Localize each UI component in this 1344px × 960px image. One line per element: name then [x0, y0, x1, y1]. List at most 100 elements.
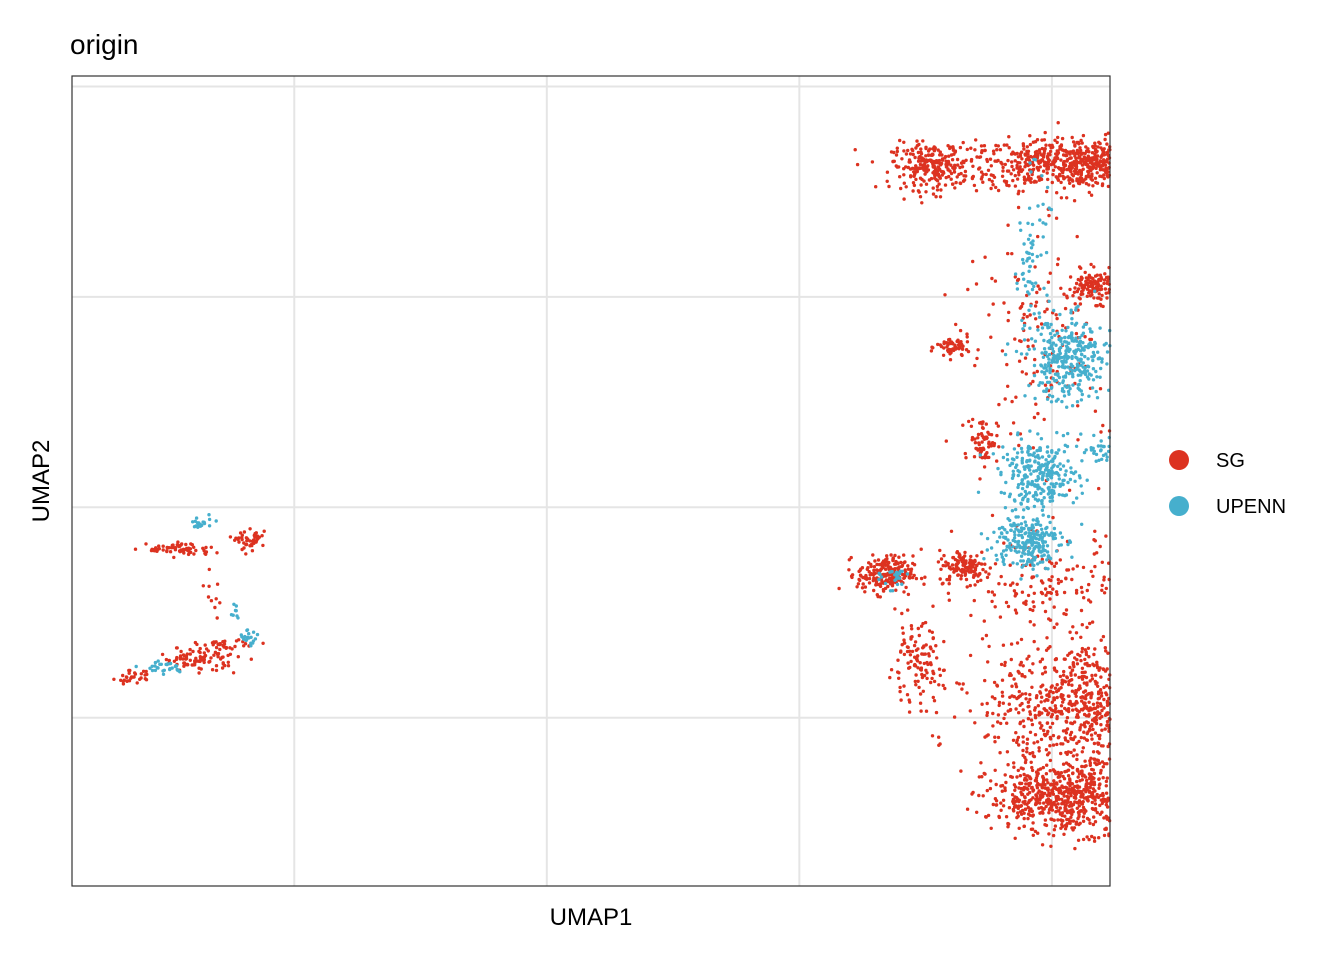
point-sg — [1104, 814, 1109, 818]
point-sg — [871, 553, 875, 557]
point-sg — [1035, 794, 1039, 799]
point-upenn — [1035, 254, 1040, 259]
point-sg — [1072, 795, 1077, 800]
point-sg — [1014, 731, 1018, 735]
point-sg — [1092, 156, 1096, 160]
point-sg — [900, 643, 904, 647]
point-sg — [911, 152, 915, 157]
point-sg — [218, 601, 222, 605]
point-upenn — [1105, 455, 1109, 459]
point-upenn — [1052, 463, 1056, 467]
point-sg — [1086, 163, 1090, 167]
point-sg — [935, 656, 939, 660]
point-sg — [982, 465, 987, 469]
point-sg — [967, 419, 971, 424]
point-sg — [1091, 787, 1096, 791]
point-sg — [1031, 662, 1035, 666]
point-upenn — [1039, 364, 1044, 368]
point-sg — [1041, 780, 1046, 784]
point-upenn — [1019, 559, 1023, 563]
point-sg — [144, 678, 149, 682]
point-sg — [1017, 671, 1021, 675]
point-sg — [989, 164, 993, 168]
point-sg — [197, 649, 201, 654]
point-sg — [188, 647, 192, 652]
series-sg — [112, 121, 1112, 851]
point-upenn — [1015, 455, 1019, 459]
point-sg — [1026, 816, 1030, 821]
point-sg — [1009, 432, 1013, 436]
point-sg — [998, 615, 1003, 619]
point-sg — [1048, 725, 1053, 729]
point-sg — [870, 160, 875, 164]
point-upenn — [1051, 534, 1055, 538]
point-sg — [1025, 315, 1029, 319]
point-sg — [1046, 590, 1050, 595]
point-sg — [1017, 804, 1021, 808]
point-sg — [918, 667, 923, 672]
point-sg — [1059, 196, 1064, 200]
point-sg — [1036, 411, 1040, 416]
point-upenn — [1082, 450, 1087, 455]
point-sg — [1091, 707, 1096, 711]
point-sg — [969, 566, 973, 570]
point-sg — [1059, 811, 1063, 815]
point-upenn — [1017, 493, 1022, 497]
point-sg — [1102, 833, 1107, 838]
point-upenn — [1055, 331, 1060, 335]
point-sg — [1021, 740, 1025, 744]
point-sg — [1099, 691, 1104, 695]
point-sg — [1035, 290, 1039, 295]
point-upenn — [1016, 485, 1020, 490]
point-sg — [1068, 156, 1073, 160]
point-sg — [1067, 762, 1071, 767]
point-sg — [1010, 164, 1014, 169]
plot-panel-border — [71, 75, 1111, 887]
point-sg — [920, 201, 924, 205]
point-sg — [1024, 599, 1028, 603]
point-sg — [1028, 668, 1032, 673]
point-upenn — [1075, 339, 1079, 343]
point-sg — [899, 649, 903, 653]
point-sg — [902, 638, 906, 642]
point-sg — [1010, 160, 1014, 164]
point-sg — [1043, 783, 1047, 787]
point-sg — [1051, 172, 1055, 177]
point-sg — [939, 188, 943, 192]
point-sg — [990, 599, 994, 604]
point-sg — [1045, 156, 1050, 160]
point-sg — [1077, 814, 1081, 819]
point-upenn — [1033, 455, 1038, 459]
point-sg — [1061, 762, 1066, 766]
point-sg — [938, 548, 942, 553]
point-sg — [914, 673, 918, 677]
point-upenn — [1021, 496, 1025, 500]
point-sg — [139, 672, 143, 676]
point-upenn — [1038, 446, 1042, 450]
point-sg — [194, 656, 198, 660]
point-upenn — [1100, 360, 1104, 364]
point-upenn — [1064, 329, 1068, 333]
point-sg — [949, 171, 954, 176]
point-sg — [1054, 787, 1059, 791]
point-sg — [966, 349, 971, 354]
point-sg — [1080, 646, 1085, 651]
point-sg — [1089, 782, 1093, 787]
point-sg — [914, 146, 918, 150]
point-upenn — [1027, 528, 1031, 532]
point-sg — [919, 709, 923, 713]
point-sg — [969, 613, 973, 618]
point-sg — [1029, 718, 1034, 722]
point-sg — [1052, 605, 1056, 609]
point-upenn — [1024, 540, 1028, 544]
point-sg — [1003, 786, 1007, 790]
point-upenn — [1041, 202, 1045, 206]
point-sg — [899, 698, 903, 702]
point-sg — [1061, 792, 1066, 796]
point-upenn — [153, 660, 158, 665]
point-sg — [1075, 709, 1080, 713]
point-sg — [1054, 689, 1059, 694]
point-sg — [1093, 711, 1097, 715]
point-sg — [1043, 587, 1048, 591]
point-upenn — [1079, 432, 1083, 436]
